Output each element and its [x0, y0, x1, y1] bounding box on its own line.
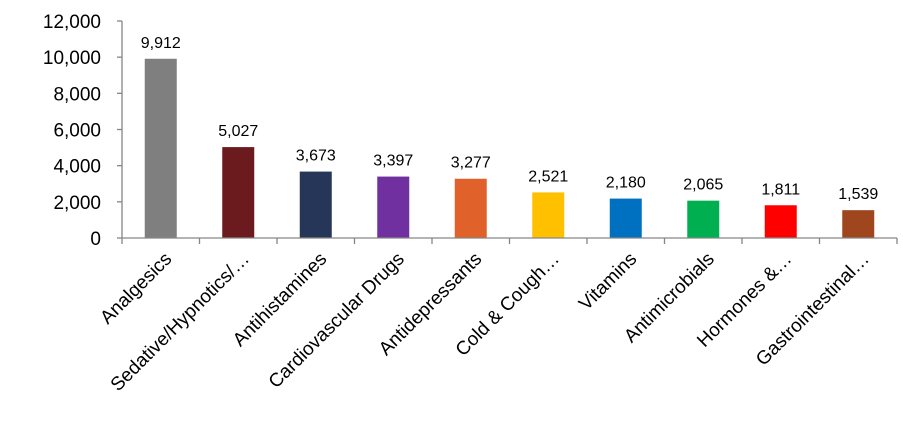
bar — [842, 210, 875, 238]
category-label: Vitamins — [575, 249, 641, 315]
data-labels: 9,912 5,027 3,673 3,397 3,277 2,521 2,180 2,065… — [141, 35, 879, 203]
y-tick-label: 6,000 — [53, 121, 101, 142]
bar — [299, 171, 332, 238]
data-label: 5,027 — [218, 123, 258, 140]
bar — [377, 176, 410, 238]
y-tick-label: 12,000 — [43, 12, 101, 33]
bar — [532, 192, 565, 238]
bar — [222, 147, 255, 238]
y-tick-label: 8,000 — [53, 84, 101, 105]
category-label: Analgesics — [96, 249, 176, 329]
data-label: 2,180 — [606, 175, 646, 192]
data-label: 1,539 — [838, 186, 878, 203]
data-label: 9,912 — [141, 35, 181, 52]
data-label: 2,065 — [683, 177, 723, 194]
bar — [609, 198, 642, 238]
data-label: 2,521 — [528, 168, 568, 185]
category-label: Cardiovascular Drugs — [265, 249, 409, 393]
bar — [454, 178, 487, 238]
y-axis: 0 2,000 4,000 6,000 8,000 10,000 12,000 — [43, 12, 123, 250]
data-label: 1,811 — [761, 181, 800, 198]
data-label: 3,673 — [296, 148, 336, 165]
category-label: Sedative/Hypnotics/… — [107, 249, 254, 396]
data-label: 3,397 — [373, 153, 413, 170]
bar — [144, 58, 177, 239]
y-tick-label: 10,000 — [43, 48, 101, 69]
bars — [144, 58, 875, 239]
bar — [764, 205, 797, 238]
y-tick-label: 2,000 — [53, 193, 101, 214]
x-axis: AnalgesicsSedative/Hypnotics/…Antihistam… — [96, 237, 898, 396]
data-label: 3,277 — [451, 155, 491, 172]
y-tick-label: 4,000 — [53, 157, 101, 178]
y-tick-label: 0 — [90, 229, 101, 250]
bar — [687, 200, 720, 238]
